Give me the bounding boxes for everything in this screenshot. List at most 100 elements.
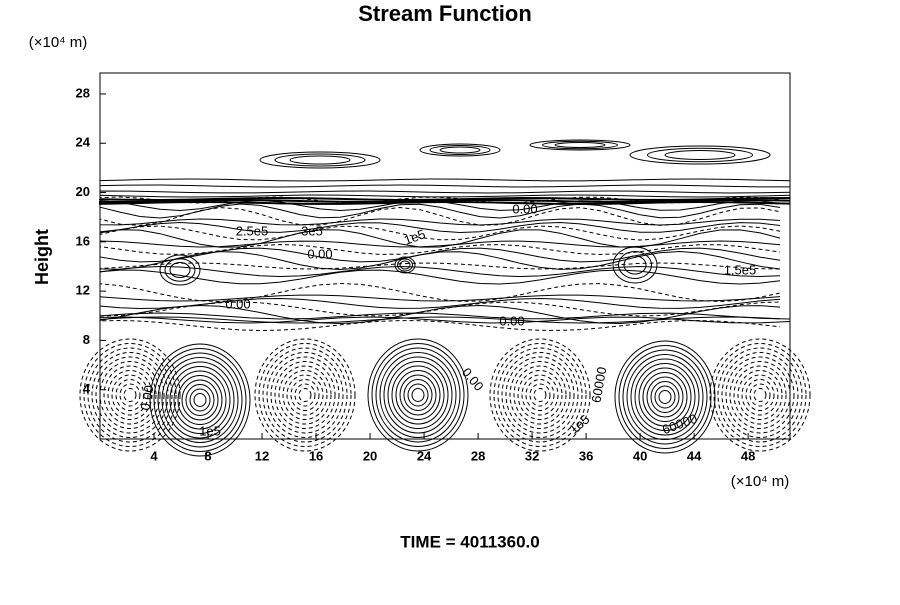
contour-line (642, 372, 688, 422)
contour-line (638, 367, 692, 427)
contour-label: 0.00 (307, 246, 332, 261)
contour-line (650, 381, 680, 413)
contour-line (745, 379, 775, 411)
contour-line (165, 361, 235, 439)
contour-line (623, 255, 647, 275)
contour-line (741, 374, 779, 416)
x-tick-label: 8 (204, 448, 211, 463)
chart-title: Stream Function (358, 1, 532, 26)
contour-line (185, 384, 215, 416)
x-tick-label: 20 (363, 448, 377, 463)
contour-line (99, 196, 791, 202)
y-axis-label: Height (32, 229, 52, 285)
contour-line (391, 365, 445, 425)
contour-line (189, 388, 211, 412)
contour-line (395, 370, 441, 420)
y-unit: (×10⁴ m) (29, 34, 88, 51)
contour-line (713, 343, 807, 447)
contour-label: 1.5e5 (724, 262, 757, 277)
contour-line (505, 356, 575, 434)
contour-line (99, 316, 791, 324)
contour-line (99, 194, 791, 198)
contour-line (664, 150, 736, 160)
contour-line (630, 358, 700, 436)
contour-line (289, 155, 351, 165)
contour-line (111, 374, 149, 416)
contour-line (634, 363, 696, 431)
contour-line (290, 379, 320, 411)
contour-line (439, 146, 481, 154)
contour-line (91, 352, 169, 438)
contour-line (612, 246, 658, 284)
contour-label: 60000 (588, 366, 609, 404)
contour-label: 0.00 (459, 365, 487, 394)
contour-line (99, 240, 781, 248)
contour-line (399, 260, 411, 270)
contour-line (501, 352, 579, 438)
contour-line (647, 147, 753, 163)
contour-line (99, 316, 781, 324)
contour-line (99, 178, 791, 182)
contour-line (87, 347, 173, 443)
x-tick-label: 28 (471, 448, 485, 463)
contour-line (282, 370, 328, 420)
contour-line (99, 229, 781, 248)
contour-line (529, 383, 551, 407)
contour-line (542, 140, 618, 150)
contour-line (371, 343, 465, 447)
contour-line (99, 282, 781, 303)
contour-line (529, 139, 631, 151)
contour-line (403, 379, 433, 411)
contour-line (278, 365, 332, 425)
contour-line (721, 352, 799, 438)
contour-line (509, 361, 571, 429)
contour-line (99, 225, 781, 241)
y-tick-label: 16 (76, 233, 90, 248)
x-tick-label: 40 (633, 448, 647, 463)
contour-line (157, 352, 243, 448)
contour-line (262, 347, 348, 443)
contour-line (513, 365, 567, 425)
x-tick-label: 32 (525, 448, 539, 463)
y-tick-label: 24 (76, 135, 91, 150)
contour-line (383, 356, 453, 434)
contour-line (517, 370, 563, 420)
contour-label: 0.00 (499, 313, 524, 328)
contour-line (159, 254, 201, 286)
contour-line (99, 200, 791, 206)
contour-line (95, 356, 165, 434)
contour-line (119, 383, 141, 407)
contour-line (286, 374, 324, 416)
contour-line (525, 379, 555, 411)
contour-line (99, 198, 791, 204)
contour-line (99, 269, 781, 285)
contour-line (749, 383, 771, 407)
contour-line (177, 375, 223, 425)
contour-line (497, 347, 583, 443)
contour-line (646, 376, 684, 418)
contour-line (367, 338, 469, 452)
contour-line (99, 262, 781, 270)
contour-line (298, 388, 312, 402)
plot-frame (99, 72, 791, 440)
contour-label: 0.00 (137, 384, 156, 412)
contour-line (533, 388, 547, 402)
contour-line (99, 312, 791, 320)
contour-line (629, 145, 771, 165)
contours (79, 139, 811, 457)
contour-line (169, 366, 231, 434)
contour-line (259, 151, 381, 169)
contour-line (493, 343, 587, 447)
y-tick-label: 12 (76, 283, 90, 298)
contour-line (658, 390, 672, 404)
contour-line (274, 153, 366, 167)
contour-line (99, 301, 781, 317)
contour-line (193, 393, 207, 407)
contour-line (654, 385, 676, 409)
contour-line (99, 243, 781, 256)
contour-line (274, 361, 336, 429)
contour-line (294, 383, 316, 407)
contour-line (489, 338, 591, 452)
contour-line (161, 357, 239, 443)
contour-line (379, 352, 457, 438)
